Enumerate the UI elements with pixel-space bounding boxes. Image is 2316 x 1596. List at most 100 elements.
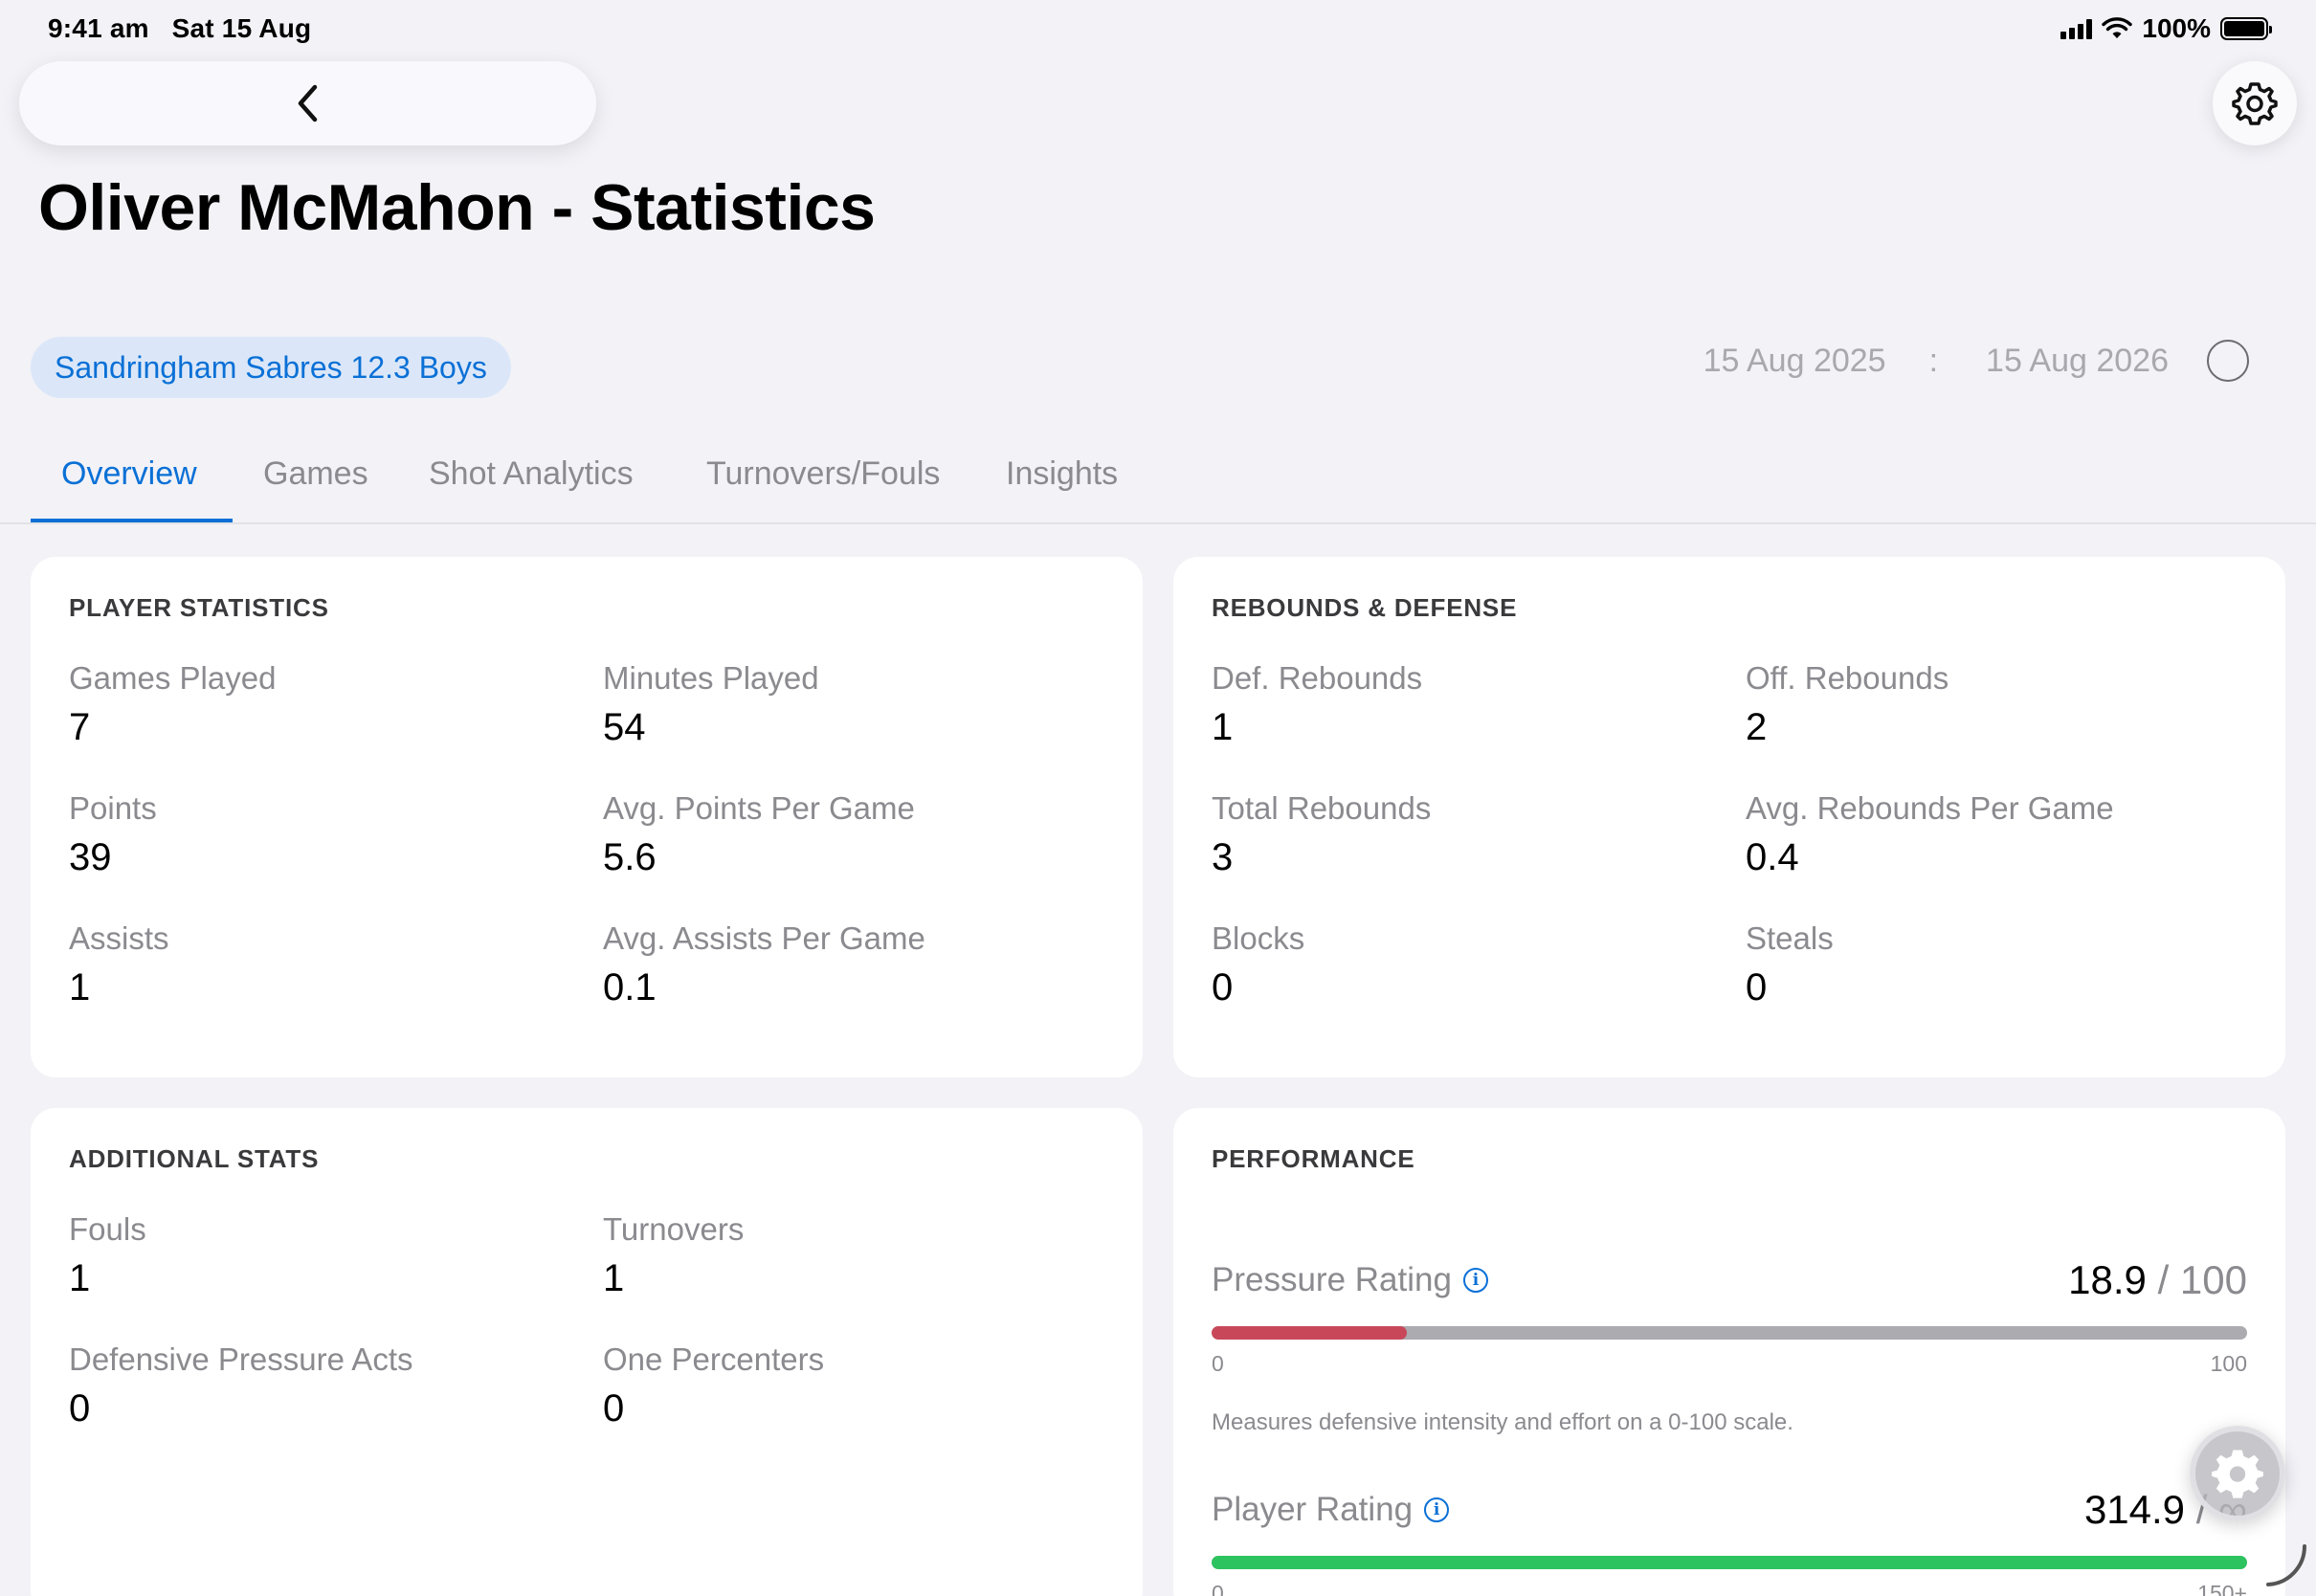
stat-label: Turnovers <box>603 1211 745 1247</box>
date-range-toggle[interactable] <box>2207 340 2249 382</box>
player-rating-label: Player Rating <box>1212 1491 1414 1528</box>
card-title: REBOUNDS & DEFENSE <box>1212 593 1518 622</box>
stat-fouls: Fouls 1 <box>69 1211 146 1300</box>
stat-value: 0.1 <box>603 966 657 1009</box>
stat-value: 0 <box>69 1387 91 1430</box>
pressure-rating-value: 18.9 / 100 <box>2068 1257 2247 1302</box>
info-icon[interactable]: i <box>1462 1268 1488 1293</box>
stat-label: Avg. Points Per Game <box>603 790 915 826</box>
pressure-rating-scale: 0 100 <box>1212 1351 2247 1377</box>
stat-value: 1 <box>1212 706 1234 748</box>
card-title: PERFORMANCE <box>1212 1144 1415 1173</box>
date-separator: : <box>1928 342 1939 379</box>
status-indicators: 100% <box>2060 13 2272 44</box>
date-to[interactable]: 15 Aug 2026 <box>1986 342 2169 379</box>
stat-defensive-pressure-acts: Defensive Pressure Acts 0 <box>69 1341 413 1430</box>
tab-bar: Overview Games Shot Analytics Turnovers/… <box>0 448 2316 524</box>
floating-settings-button[interactable] <box>2190 1426 2285 1521</box>
stat-label: Minutes Played <box>603 660 819 696</box>
back-button[interactable] <box>19 61 596 145</box>
stat-label: Points <box>69 790 157 826</box>
pressure-rating-bar <box>1212 1326 2247 1340</box>
stat-one-percenters: One Percenters 0 <box>603 1341 824 1430</box>
settings-button[interactable] <box>2213 61 2297 145</box>
active-tab-indicator <box>31 519 233 522</box>
stat-label: One Percenters <box>603 1341 825 1377</box>
stat-off-rebounds: Off. Rebounds 2 <box>1746 660 1949 749</box>
stat-label: Def. Rebounds <box>1212 660 1423 696</box>
battery-icon <box>2220 17 2272 40</box>
stat-label: Defensive Pressure Acts <box>69 1341 413 1377</box>
stat-label: Avg. Assists Per Game <box>603 920 925 956</box>
stat-value: 1 <box>69 1257 91 1299</box>
pressure-rating-bar-fill <box>1212 1326 1408 1340</box>
stat-label: Steals <box>1746 920 1834 956</box>
scale-max: 100 <box>2210 1351 2247 1376</box>
status-bar: 9:41 am Sat 15 Aug 100% <box>0 0 2316 59</box>
status-time: 9:41 am Sat 15 Aug <box>48 13 312 43</box>
gear-icon <box>2232 82 2278 125</box>
stat-steals: Steals 0 <box>1746 920 1834 1009</box>
stat-value: 1 <box>69 966 91 1009</box>
tab-turnovers-fouls[interactable]: Turnovers/Fouls <box>706 455 941 492</box>
page-title: Oliver McMahon - Statistics <box>38 171 876 244</box>
pressure-rating-label: Pressure Rating <box>1212 1261 1452 1298</box>
stat-games-played: Games Played 7 <box>69 660 276 749</box>
stat-value: 0 <box>1212 966 1234 1009</box>
team-filter-chip[interactable]: Sandringham Sabres 12.3 Boys <box>31 337 511 398</box>
tab-insights[interactable]: Insights <box>1006 455 1119 492</box>
stat-label: Blocks <box>1212 920 1305 956</box>
stat-value: 3 <box>1212 836 1234 878</box>
stat-points: Points 39 <box>69 790 157 879</box>
card-title: PLAYER STATISTICS <box>69 593 329 622</box>
stat-label: Avg. Rebounds Per Game <box>1746 790 2114 826</box>
stat-total-rebounds: Total Rebounds 3 <box>1212 790 1431 879</box>
stat-value: 7 <box>69 706 91 748</box>
stat-avg-assists: Avg. Assists Per Game 0.1 <box>603 920 925 1009</box>
additional-stats-card: ADDITIONAL STATS Fouls 1 Turnovers 1 Def… <box>31 1108 1143 1596</box>
stat-def-rebounds: Def. Rebounds 1 <box>1212 660 1422 749</box>
stat-value: 1 <box>603 1257 625 1299</box>
player-rating-scale: 0 150+ <box>1212 1581 2247 1596</box>
player-rating-row: Player Rating i 314.9 / ∞ 0 150+ <box>1212 1487 2247 1596</box>
resize-handle-icon <box>2266 1544 2307 1586</box>
stat-value: 0 <box>603 1387 625 1430</box>
stat-minutes-played: Minutes Played 54 <box>603 660 819 749</box>
tab-shot-analytics[interactable]: Shot Analytics <box>429 455 634 492</box>
stat-value: 5.6 <box>603 836 657 878</box>
wifi-icon <box>2102 17 2133 38</box>
stat-avg-points: Avg. Points Per Game 5.6 <box>603 790 915 879</box>
card-title: ADDITIONAL STATS <box>69 1144 320 1173</box>
gear-icon <box>2212 1450 2263 1498</box>
stat-value: 0 <box>1746 966 1768 1009</box>
stat-value: 54 <box>603 706 646 748</box>
stat-label: Fouls <box>69 1211 146 1247</box>
player-rating-bar-fill <box>1212 1556 2247 1569</box>
scale-max: 150+ <box>2197 1581 2247 1596</box>
cellular-signal-icon <box>2060 18 2093 39</box>
status-date: Sat 15 Aug <box>171 13 312 43</box>
stat-value: 0.4 <box>1746 836 1799 878</box>
stat-label: Off. Rebounds <box>1746 660 1949 696</box>
stat-value: 39 <box>69 836 112 878</box>
chevron-left-icon <box>298 84 317 122</box>
performance-card: PERFORMANCE Pressure Rating i 18.9 / 100… <box>1173 1108 2285 1596</box>
pressure-rating-description: Measures defensive intensity and effort … <box>1212 1409 1793 1435</box>
scale-min: 0 <box>1212 1581 1224 1596</box>
rebounds-defense-card: REBOUNDS & DEFENSE Def. Rebounds 1 Off. … <box>1173 557 2285 1077</box>
stat-avg-rebounds: Avg. Rebounds Per Game 0.4 <box>1746 790 2114 879</box>
date-from[interactable]: 15 Aug 2025 <box>1703 342 1886 379</box>
pressure-rating-row: Pressure Rating i 18.9 / 100 0 100 Measu… <box>1212 1257 2247 1436</box>
player-rating-bar <box>1212 1556 2247 1569</box>
tab-overview[interactable]: Overview <box>61 455 197 492</box>
player-statistics-card: PLAYER STATISTICS Games Played 7 Minutes… <box>31 557 1143 1077</box>
info-icon[interactable]: i <box>1424 1497 1450 1522</box>
stat-value: 2 <box>1746 706 1768 748</box>
battery-percent: 100% <box>2142 13 2211 43</box>
tab-games[interactable]: Games <box>263 455 368 492</box>
date-range-filter: 15 Aug 2025 : 15 Aug 2026 <box>1704 337 2249 385</box>
stat-assists: Assists 1 <box>69 920 169 1009</box>
scale-min: 0 <box>1212 1351 1224 1376</box>
stat-turnovers: Turnovers 1 <box>603 1211 744 1300</box>
stat-blocks: Blocks 0 <box>1212 920 1304 1009</box>
